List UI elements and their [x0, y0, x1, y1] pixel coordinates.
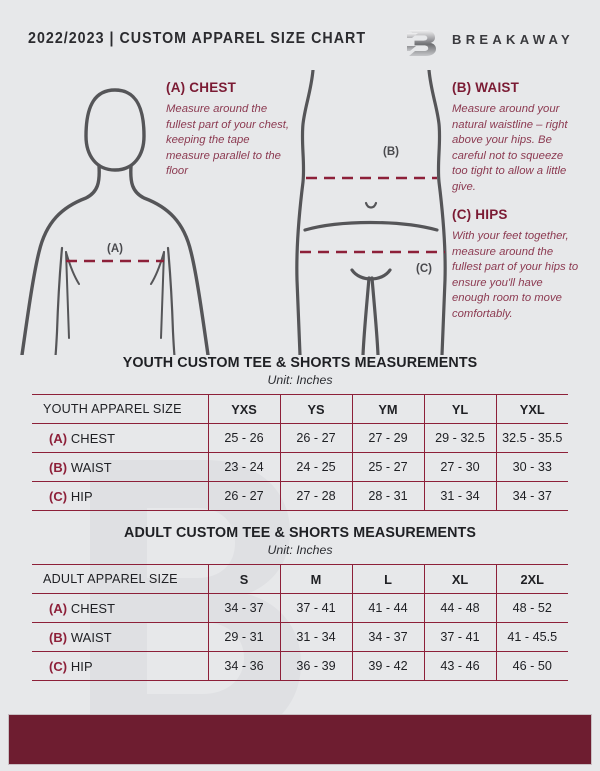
adult-cell-waist-xl: 37 - 41 [423, 622, 496, 652]
youth-cell-chest-ym: 27 - 29 [351, 423, 424, 453]
info-heading-waist: (B) WAIST [452, 80, 520, 95]
youth-column-header-yxl: YXL [495, 394, 568, 424]
youth-cell-waist-yxs: 23 - 24 [207, 452, 280, 482]
adult-cell-hip-m: 36 - 39 [279, 651, 352, 681]
youth-cell-chest-yxs: 25 - 26 [207, 423, 280, 453]
youth-row-label-hip: (C) HIP [32, 481, 208, 511]
youth-size-table: YOUTH APPAREL SIZE YXS YS YM YL YXL (A) CHEST 2… [32, 394, 568, 511]
info-body-chest: Measure around the fullest part of your … [166, 103, 290, 178]
page-header: 2022/2023 | CUSTOM APPAREL SIZE CHART BR… [0, 0, 600, 72]
info-body-hips: With your feet together, measure around … [452, 230, 579, 320]
adult-cell-chest-m: 37 - 41 [279, 593, 352, 623]
diagram-label-hips: (C) [416, 263, 432, 275]
adult-cell-waist-2xl: 41 - 45.5 [495, 622, 568, 652]
adult-cell-hip-2xl: 46 - 50 [495, 651, 568, 681]
measurement-tag: (A) [49, 600, 68, 616]
youth-cell-waist-yxl: 30 - 33 [495, 452, 568, 482]
youth-cell-waist-ym: 25 - 27 [351, 452, 424, 482]
youth-cell-chest-ys: 26 - 27 [279, 423, 352, 453]
adult-column-header-2xl: 2XL [495, 564, 568, 594]
youth-cell-hip-yl: 31 - 34 [423, 481, 496, 511]
table-row: (A) CHEST 34 - 37 37 - 41 41 - 44 44 - 48 48 … [32, 593, 568, 623]
info-block-hips: (C) HIPS With your feet together, measur… [452, 207, 582, 323]
youth-header-row: YOUTH APPAREL SIZE YXS YS YM YL YXL [32, 394, 568, 424]
youth-column-header-yxs: YXS [207, 394, 280, 424]
adult-cell-chest-l: 41 - 44 [351, 593, 424, 623]
adult-row-label-hip: (C) HIP [32, 651, 208, 681]
brand-name: BREAKAWAY [452, 32, 575, 47]
adult-size-table-block: ADULT CUSTOM TEE & SHORTS MEASUREMENTS U… [32, 525, 568, 681]
youth-cell-hip-yxs: 26 - 27 [207, 481, 280, 511]
adult-cell-chest-xl: 44 - 48 [423, 593, 496, 623]
youth-cell-chest-yl: 29 - 32.5 [423, 423, 496, 453]
adult-cell-chest-2xl: 48 - 52 [495, 593, 568, 623]
youth-column-header-yl: YL [423, 394, 496, 424]
table-row: (C) HIP 26 - 27 27 - 28 28 - 31 31 - 34 34 - … [32, 481, 568, 511]
adult-cell-hip-l: 39 - 42 [351, 651, 424, 681]
adult-cell-chest-s: 34 - 37 [207, 593, 280, 623]
youth-cell-hip-yxl: 34 - 37 [495, 481, 568, 511]
youth-table-unit: Unit: Inches [267, 373, 333, 387]
youth-cell-hip-ys: 27 - 28 [279, 481, 352, 511]
adult-cell-waist-m: 31 - 34 [279, 622, 352, 652]
body-measurement-diagrams: (A) (B) (C) [20, 70, 447, 355]
info-block-waist: (B) WAIST Measure around your natural wa… [452, 80, 577, 196]
info-block-chest: (A) CHEST Measure around the fullest par… [166, 80, 296, 180]
adult-row-header-label: ADULT APPAREL SIZE [32, 564, 208, 594]
adult-column-header-s: S [207, 564, 280, 594]
adult-table-unit: Unit: Inches [267, 543, 333, 557]
youth-column-header-ym: YM [351, 394, 424, 424]
diagram-label-chest: (A) [107, 243, 123, 255]
youth-cell-waist-yl: 27 - 30 [423, 452, 496, 482]
footer-bar [8, 714, 592, 765]
breakaway-b-logo-icon [407, 30, 436, 56]
table-row: (C) HIP 34 - 36 36 - 39 39 - 42 43 - 46 46 - … [32, 651, 568, 681]
adult-column-header-m: M [279, 564, 352, 594]
table-row: (B) WAIST 29 - 31 31 - 34 34 - 37 37 - 41 41 … [32, 622, 568, 652]
adult-row-label-chest: (A) CHEST [32, 593, 208, 623]
adult-row-label-waist: (B) WAIST [32, 622, 208, 652]
diagram-label-waist: (B) [383, 146, 399, 158]
youth-row-label-chest: (A) CHEST [32, 423, 208, 453]
youth-cell-chest-yxl: 32.5 - 35.5 [495, 423, 568, 453]
table-row: (B) WAIST 23 - 24 24 - 25 25 - 27 27 - 30 30 … [32, 452, 568, 482]
adult-size-table: ADULT APPAREL SIZE S M L XL 2XL (A) CHEST 34 - … [32, 564, 568, 681]
table-row: (A) CHEST 25 - 26 26 - 27 27 - 29 29 - 32.5 3… [32, 423, 568, 453]
adult-column-header-xl: XL [423, 564, 496, 594]
adult-cell-hip-s: 34 - 36 [207, 651, 280, 681]
measurement-tag: (C) [49, 488, 68, 504]
youth-size-table-block: YOUTH CUSTOM TEE & SHORTS MEASUREMENTS U… [32, 355, 568, 511]
youth-cell-hip-ym: 28 - 31 [351, 481, 424, 511]
adult-cell-waist-s: 29 - 31 [207, 622, 280, 652]
adult-header-row: ADULT APPAREL SIZE S M L XL 2XL [32, 564, 568, 594]
adult-cell-hip-xl: 43 - 46 [423, 651, 496, 681]
youth-cell-waist-ys: 24 - 25 [279, 452, 352, 482]
youth-column-header-ys: YS [279, 394, 352, 424]
info-heading-chest: (A) CHEST [166, 80, 237, 95]
adult-cell-waist-l: 34 - 37 [351, 622, 424, 652]
info-heading-hips: (C) HIPS [452, 207, 508, 222]
info-body-waist: Measure around your natural waistline – … [452, 103, 568, 193]
youth-row-label-waist: (B) WAIST [32, 452, 208, 482]
adult-table-title: ADULT CUSTOM TEE & SHORTS MEASUREMENTS [124, 525, 476, 541]
youth-table-title: YOUTH CUSTOM TEE & SHORTS MEASUREMENTS [122, 355, 478, 371]
measurement-tag: (B) [49, 629, 68, 645]
adult-column-header-l: L [351, 564, 424, 594]
page-title: 2022/2023 | CUSTOM APPAREL SIZE CHART [28, 30, 367, 47]
youth-row-header-label: YOUTH APPAREL SIZE [32, 394, 208, 424]
measurement-tag: (A) [49, 430, 68, 446]
measurement-tag: (B) [49, 459, 68, 475]
measurement-tag: (C) [49, 658, 68, 674]
